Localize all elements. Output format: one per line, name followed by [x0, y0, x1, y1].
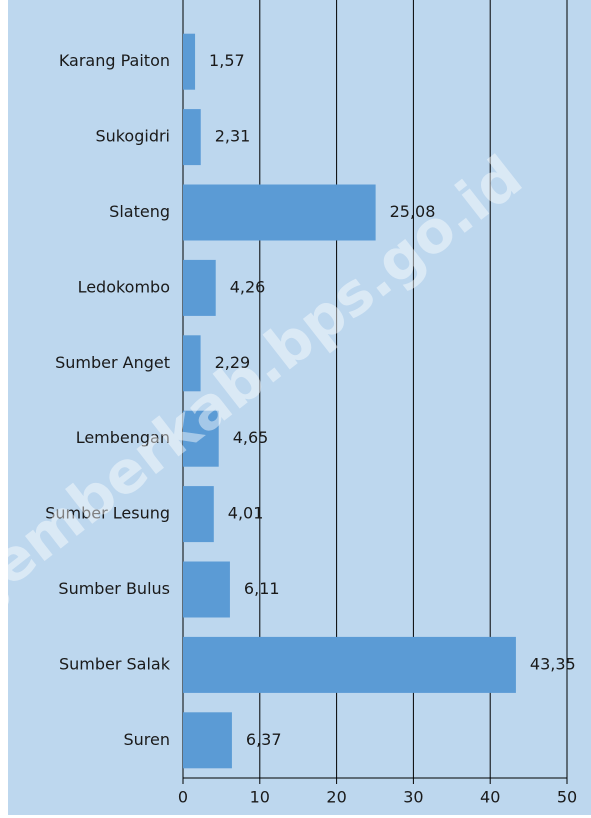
x-tick-label: 50 [557, 788, 577, 807]
bar [183, 486, 214, 543]
x-tick-label: 10 [250, 788, 270, 807]
data-label: 2,31 [215, 127, 251, 146]
bar [183, 636, 516, 693]
bar [183, 712, 232, 769]
y-tick-label: Sumber Lesung [45, 504, 170, 523]
data-label: 2,29 [215, 353, 251, 372]
y-tick-label: Sumber Bulus [58, 579, 170, 598]
data-label: 6,11 [244, 579, 280, 598]
bar [183, 109, 201, 166]
y-tick-label: Suren [123, 730, 170, 749]
bar [183, 561, 230, 618]
y-tick-label: Sumber Anget [55, 353, 170, 372]
y-tick-label: Karang Paiton [59, 51, 170, 70]
x-tick-label: 40 [480, 788, 500, 807]
x-tick-label: 30 [403, 788, 423, 807]
data-label: 1,57 [209, 51, 245, 70]
x-tick-label: 0 [178, 788, 188, 807]
bar [183, 259, 216, 316]
bar [183, 335, 201, 392]
x-tick-label: 20 [326, 788, 346, 807]
data-label: 4,26 [230, 277, 266, 296]
y-tick-label: Lembengan [76, 428, 170, 447]
data-label: 4,65 [233, 428, 269, 447]
y-tick-label: Ledokombo [78, 277, 170, 296]
data-label: 25,08 [390, 202, 436, 221]
y-tick-label: Sumber Salak [59, 654, 171, 673]
bar [183, 410, 219, 467]
data-label: 43,35 [530, 654, 576, 673]
bar [183, 33, 196, 90]
y-tick-label: Slateng [109, 202, 170, 221]
y-tick-label: Sukogidri [95, 127, 170, 146]
bar [183, 184, 376, 241]
data-label: 6,37 [246, 730, 282, 749]
data-label: 4,01 [228, 504, 264, 523]
